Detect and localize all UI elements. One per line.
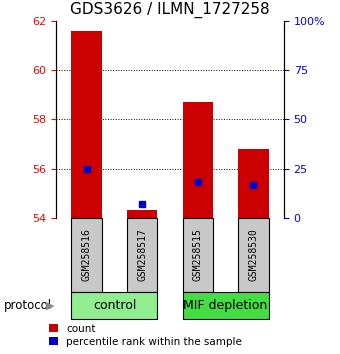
Bar xyxy=(71,292,157,319)
Bar xyxy=(127,210,157,218)
Bar xyxy=(71,218,102,292)
Text: GSM258517: GSM258517 xyxy=(137,228,147,281)
Text: control: control xyxy=(93,299,136,312)
Text: GSM258515: GSM258515 xyxy=(193,228,203,281)
Bar xyxy=(127,218,157,292)
Bar xyxy=(238,149,269,218)
Title: GDS3626 / ILMN_1727258: GDS3626 / ILMN_1727258 xyxy=(70,2,270,18)
Text: ▶: ▶ xyxy=(46,301,54,310)
Bar xyxy=(183,218,213,292)
Legend: count, percentile rank within the sample: count, percentile rank within the sample xyxy=(49,324,242,347)
Bar xyxy=(183,292,269,319)
Bar xyxy=(183,102,213,218)
Text: GSM258530: GSM258530 xyxy=(248,228,258,281)
Bar xyxy=(238,218,269,292)
Text: MIF depletion: MIF depletion xyxy=(184,299,268,312)
Text: protocol: protocol xyxy=(3,299,52,312)
Text: GSM258516: GSM258516 xyxy=(82,228,92,281)
Bar xyxy=(71,31,102,218)
